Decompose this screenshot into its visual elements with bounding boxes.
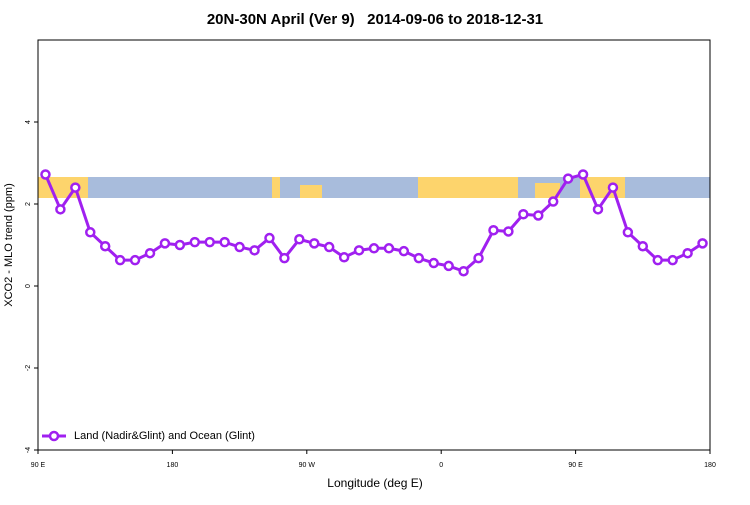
- point: [592, 204, 604, 215]
- x-tick-label: 90 E: [31, 462, 46, 469]
- point: [562, 173, 574, 184]
- point: [637, 240, 649, 252]
- point: [174, 239, 186, 251]
- point: [413, 252, 425, 264]
- point: [219, 236, 230, 248]
- point: [264, 232, 275, 244]
- point: [309, 238, 320, 249]
- point: [40, 169, 51, 180]
- y-tick-label: 4: [25, 120, 32, 124]
- point: [99, 240, 111, 252]
- point: [652, 254, 663, 266]
- point: [622, 227, 634, 238]
- y-tick-label: 2: [25, 202, 32, 206]
- x-tick-label: 90 E: [568, 462, 583, 469]
- legend-label: Land (Nadir&Glint) and Ocean (Glint): [74, 430, 255, 442]
- point: [204, 236, 215, 248]
- point: [547, 196, 559, 207]
- point: [607, 182, 619, 193]
- point: [488, 224, 499, 236]
- point: [144, 247, 156, 259]
- x-tick-label: 180: [704, 462, 716, 469]
- point: [577, 169, 589, 180]
- point: [383, 243, 395, 254]
- point: [249, 245, 260, 256]
- point: [294, 234, 305, 245]
- point: [70, 182, 81, 193]
- point: [667, 254, 678, 266]
- x-axis-label: Longitude (deg E): [327, 476, 422, 490]
- x-tick-label: 0: [439, 462, 443, 469]
- point: [338, 252, 350, 263]
- x-tick-label: 180: [167, 462, 179, 469]
- point: [189, 236, 201, 248]
- point: [55, 204, 66, 215]
- point: [428, 257, 439, 269]
- point: [697, 238, 708, 249]
- y-axis-label: XCO2 - MLO trend (ppm): [3, 183, 15, 306]
- x-tick-label: 90 W: [299, 462, 316, 469]
- point: [279, 252, 290, 264]
- point: [234, 241, 245, 253]
- point: [443, 260, 454, 272]
- legend: Land (Nadir&Glint) and Ocean (Glint): [42, 430, 255, 442]
- point: [129, 254, 141, 266]
- point: [458, 265, 469, 277]
- legend-marker: [48, 430, 60, 442]
- point: [353, 245, 365, 256]
- y-tick-label: -2: [25, 365, 32, 371]
- point: [682, 247, 693, 259]
- point: [518, 209, 529, 220]
- point: [473, 252, 484, 264]
- point: [85, 227, 96, 238]
- point: [503, 226, 514, 237]
- plot-frame: [37, 39, 711, 451]
- chart-title: 20N-30N April (Ver 9) 2014-09-06 to 2018…: [207, 11, 543, 28]
- point: [159, 238, 171, 249]
- point: [533, 210, 544, 221]
- point: [323, 241, 335, 253]
- point: [114, 254, 126, 266]
- y-tick-label: 0: [25, 284, 32, 288]
- y-tick-label: -4: [25, 447, 32, 453]
- point: [398, 245, 410, 257]
- point: [368, 243, 380, 254]
